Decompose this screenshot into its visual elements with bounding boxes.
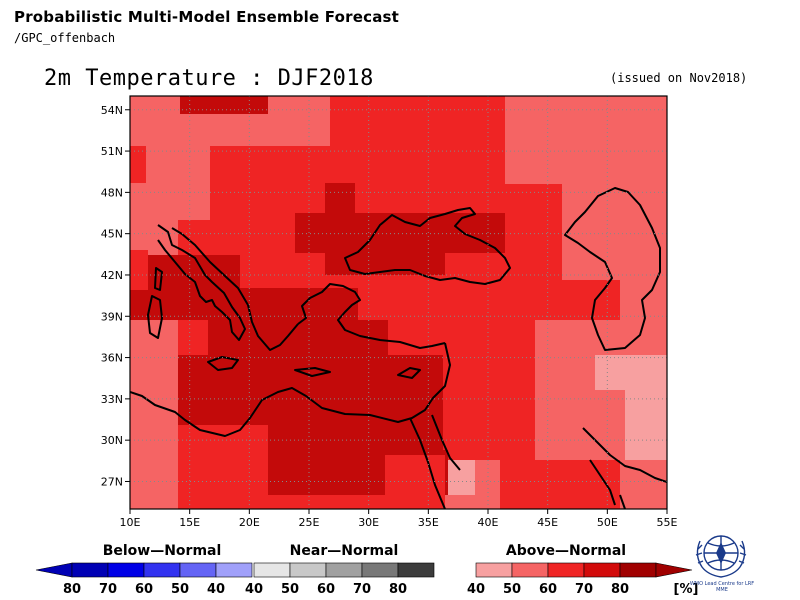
legend-swatch (289, 562, 327, 578)
graticule (130, 96, 667, 509)
y-tick-label: 36N (101, 352, 123, 365)
y-tick-label: 45N (101, 228, 123, 241)
x-tick-label: 20E (239, 516, 260, 529)
legend-label: 60 (135, 582, 153, 597)
legend-label: 50 (281, 582, 299, 597)
legend-below-normal: Below—Normal 80 70 60 50 40 (35, 543, 253, 597)
legend-swatch (619, 562, 657, 578)
legend-unit: [%] (674, 582, 699, 597)
x-tick-label: 10E (120, 516, 141, 529)
legend-near-normal: Near—Normal 40 50 60 70 80 (245, 543, 435, 597)
legend-swatch (547, 562, 585, 578)
legend-swatch (475, 562, 513, 578)
legend-label: 60 (317, 582, 335, 597)
legend-swatch (253, 562, 291, 578)
legend-swatch (325, 562, 363, 578)
x-tick-label: 45E (537, 516, 558, 529)
legend-title: Below—Normal (103, 543, 222, 559)
legend-label: 40 (245, 582, 263, 597)
legend-label: 80 (611, 582, 629, 597)
legend-label: 50 (503, 582, 521, 597)
legend-label: 80 (63, 582, 81, 597)
x-tick-label: 25E (299, 516, 320, 529)
map-title: 2m Temperature : DJF2018 (44, 66, 374, 91)
legend-swatch (71, 562, 109, 578)
legend-swatch (215, 562, 253, 578)
y-tick-label: 42N (101, 269, 123, 282)
legend-label: 50 (171, 582, 189, 597)
legend-label: 70 (99, 582, 117, 597)
legend-label: 40 (207, 582, 225, 597)
legend-swatch (361, 562, 399, 578)
issued-date: (issued on Nov2018) (610, 71, 748, 85)
x-tick-label: 30E (358, 516, 379, 529)
legend-title: Near—Normal (290, 543, 399, 559)
x-tick-label: 40E (478, 516, 499, 529)
x-tick-label: 15E (179, 516, 200, 529)
y-tick-label: 51N (101, 145, 123, 158)
legend-swatch (143, 562, 181, 578)
y-tick-label: 39N (101, 310, 123, 323)
x-tick-label: 50E (597, 516, 618, 529)
legend-label: 80 (389, 582, 407, 597)
legend-above-normal: Above—Normal 40 50 60 70 80 [%] (467, 543, 699, 597)
legend-swatch (107, 562, 145, 578)
legend-arrow-left (35, 562, 73, 578)
legend-swatch (397, 562, 435, 578)
x-tick-label: 35E (418, 516, 439, 529)
legend-label: 60 (539, 582, 557, 597)
map-axes: 10E 15E 20E 25E 30E 35E 40E 45E 50E 55E 54N 51N 48N 4… (101, 104, 678, 529)
y-tick-label: 27N (101, 475, 123, 488)
y-tick-label: 48N (101, 186, 123, 199)
legend-arrow-right (655, 562, 693, 578)
wmo-logo (695, 535, 747, 578)
y-tick-label: 30N (101, 434, 123, 447)
x-tick-label: 55E (657, 516, 678, 529)
legend-swatch (583, 562, 621, 578)
legend-swatch (511, 562, 549, 578)
legend-swatch (179, 562, 217, 578)
legend-label: 70 (575, 582, 593, 597)
legend-label: 40 (467, 582, 485, 597)
logo-caption: WMO Lead Centre for LRF MME (689, 581, 755, 593)
y-tick-label: 33N (101, 393, 123, 406)
forecast-source: /GPC_offenbach (14, 31, 116, 45)
legend-label: 70 (353, 582, 371, 597)
forecast-title: Probabilistic Multi-Model Ensemble Forec… (14, 8, 400, 26)
legend-title: Above—Normal (506, 543, 626, 559)
probability-field (130, 96, 667, 509)
map-frame (129, 95, 668, 510)
y-tick-label: 54N (101, 104, 123, 117)
